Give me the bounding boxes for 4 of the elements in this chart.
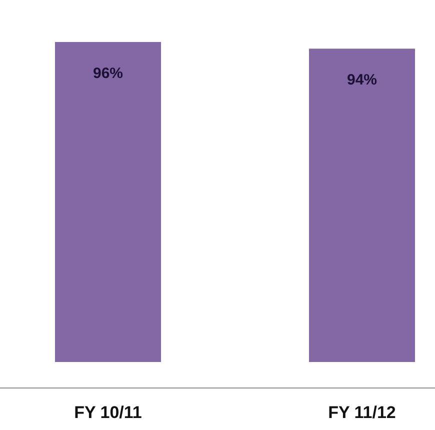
data-label: 94% (346, 72, 378, 89)
x-tick-label: FY 10/11 (74, 403, 142, 422)
x-tick-label: FY 11/12 (328, 403, 396, 422)
data-label: 96% (92, 65, 124, 82)
